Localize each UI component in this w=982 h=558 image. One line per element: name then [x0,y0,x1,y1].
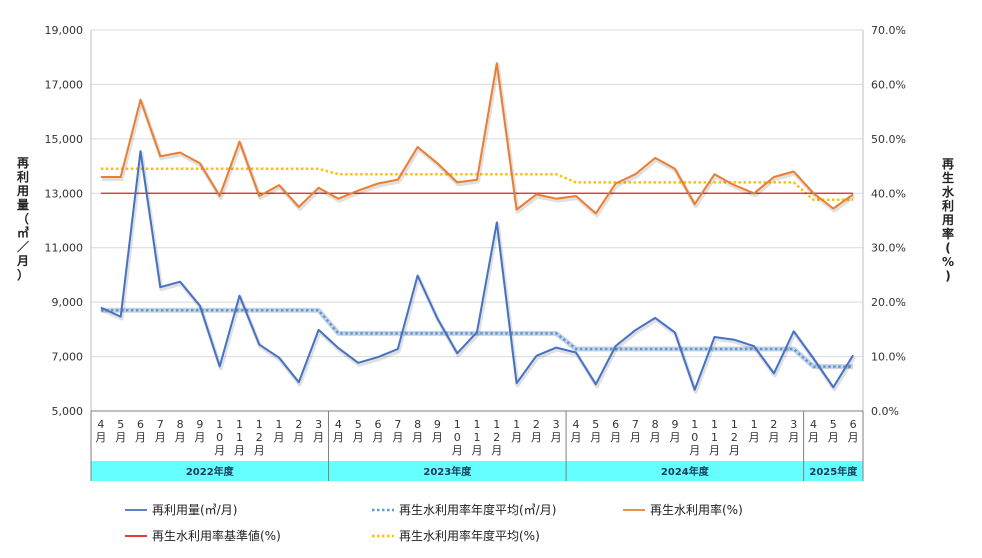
left-tick-label: 17,000 [45,78,84,91]
right-tick-label: 50.0% [871,133,906,146]
fiscal-year-cell [803,461,863,481]
series-volume-annual-avg-line [100,309,854,368]
left-tick-label: 5,000 [52,405,84,418]
axes [90,30,864,412]
right-tick-label: 40.0% [871,187,906,200]
legend-reuse-rate: 再生水利用率(%) [623,502,743,517]
series-reuse-rate [100,62,856,218]
series-reuse-rate-shadow [101,63,856,218]
legend-label: 再生水利用率年度平均(㎥/月) [399,502,556,517]
right-tick-label: 60.0% [871,78,906,91]
series-reuse-volume-shadow [101,151,856,394]
left-tick-label: 13,000 [45,187,84,200]
legend-rate-baseline: 再生水利用率基準値(%) [125,528,281,543]
fiscal-year-label: 2023年度 [423,465,472,478]
legend-reuse-volume: 再利用量(㎥/月) [125,503,237,517]
axis-labels: 再利用量（㎥／月） 再生水利用率(%) [16,156,955,283]
fiscal-year-label: 2025年度 [809,465,858,478]
legend: 再利用量(㎥/月) 再生水利用率年度平均(㎥/月) 再生水利用率(%) 再生水利用率基… [125,502,743,543]
left-tick-label: 19,000 [45,24,84,37]
series-reuse-volume-line [100,150,854,391]
legend-rate-annual-avg: 再生水利用率年度平均(%) [372,528,540,543]
left-tick-label: 9,000 [52,296,84,309]
legend-label: 再生水利用率基準値(%) [152,528,281,543]
legend-label: 再生水利用率年度平均(%) [399,528,540,543]
fiscal-year-band: 2022年度 2023年度 2024年度 2025年度 [90,411,864,481]
series-lines [100,62,856,394]
left-tick-label: 7,000 [52,351,84,364]
series-volume-annual-avg-halo [100,307,854,370]
left-axis-ticks: 5,000 7,000 9,000 11,000 13,000 15,000 17,000 1… [45,24,84,418]
fiscal-year-cell [566,461,804,481]
right-tick-label: 70.0% [871,24,906,37]
legend-label: 再生水利用率(%) [650,502,743,517]
month-tick-labels: 4 月 5 月 6 月 7 月 8 月 9 月 1 0 月 1 1 月 1 2 月 1 月 2 月 3 月 4 月 5 月 6 月 7 月 8 月 9 月 1… [95,418,858,457]
right-tick-label: 0.0% [871,405,899,418]
y-axis-label-left: 再利用量（㎥／月） [16,156,29,282]
right-axis-ticks: 0.0% 10.0% 20.0% 30.0% 40.0% 50.0% 60.0% 70.0% [871,24,906,418]
right-tick-label: 10.0% [871,351,906,364]
left-tick-label: 11,000 [45,242,84,255]
series-reuse-volume [100,150,856,394]
series-reuse-rate-line [100,62,854,215]
right-tick-label: 20.0% [871,296,906,309]
right-tick-label: 30.0% [871,242,906,255]
legend-volume-annual-avg: 再生水利用率年度平均(㎥/月) [372,502,556,517]
series-volume-annual-avg [100,307,854,370]
y-axis-label-right: 再生水利用率(%) [941,157,955,283]
legend-label: 再利用量(㎥/月) [152,503,237,517]
fiscal-year-label: 2024年度 [661,465,710,478]
fiscal-year-cell [91,461,329,481]
fiscal-year-cell [328,461,567,481]
fiscal-year-label: 2022年度 [186,465,235,478]
left-tick-label: 15,000 [45,133,84,146]
